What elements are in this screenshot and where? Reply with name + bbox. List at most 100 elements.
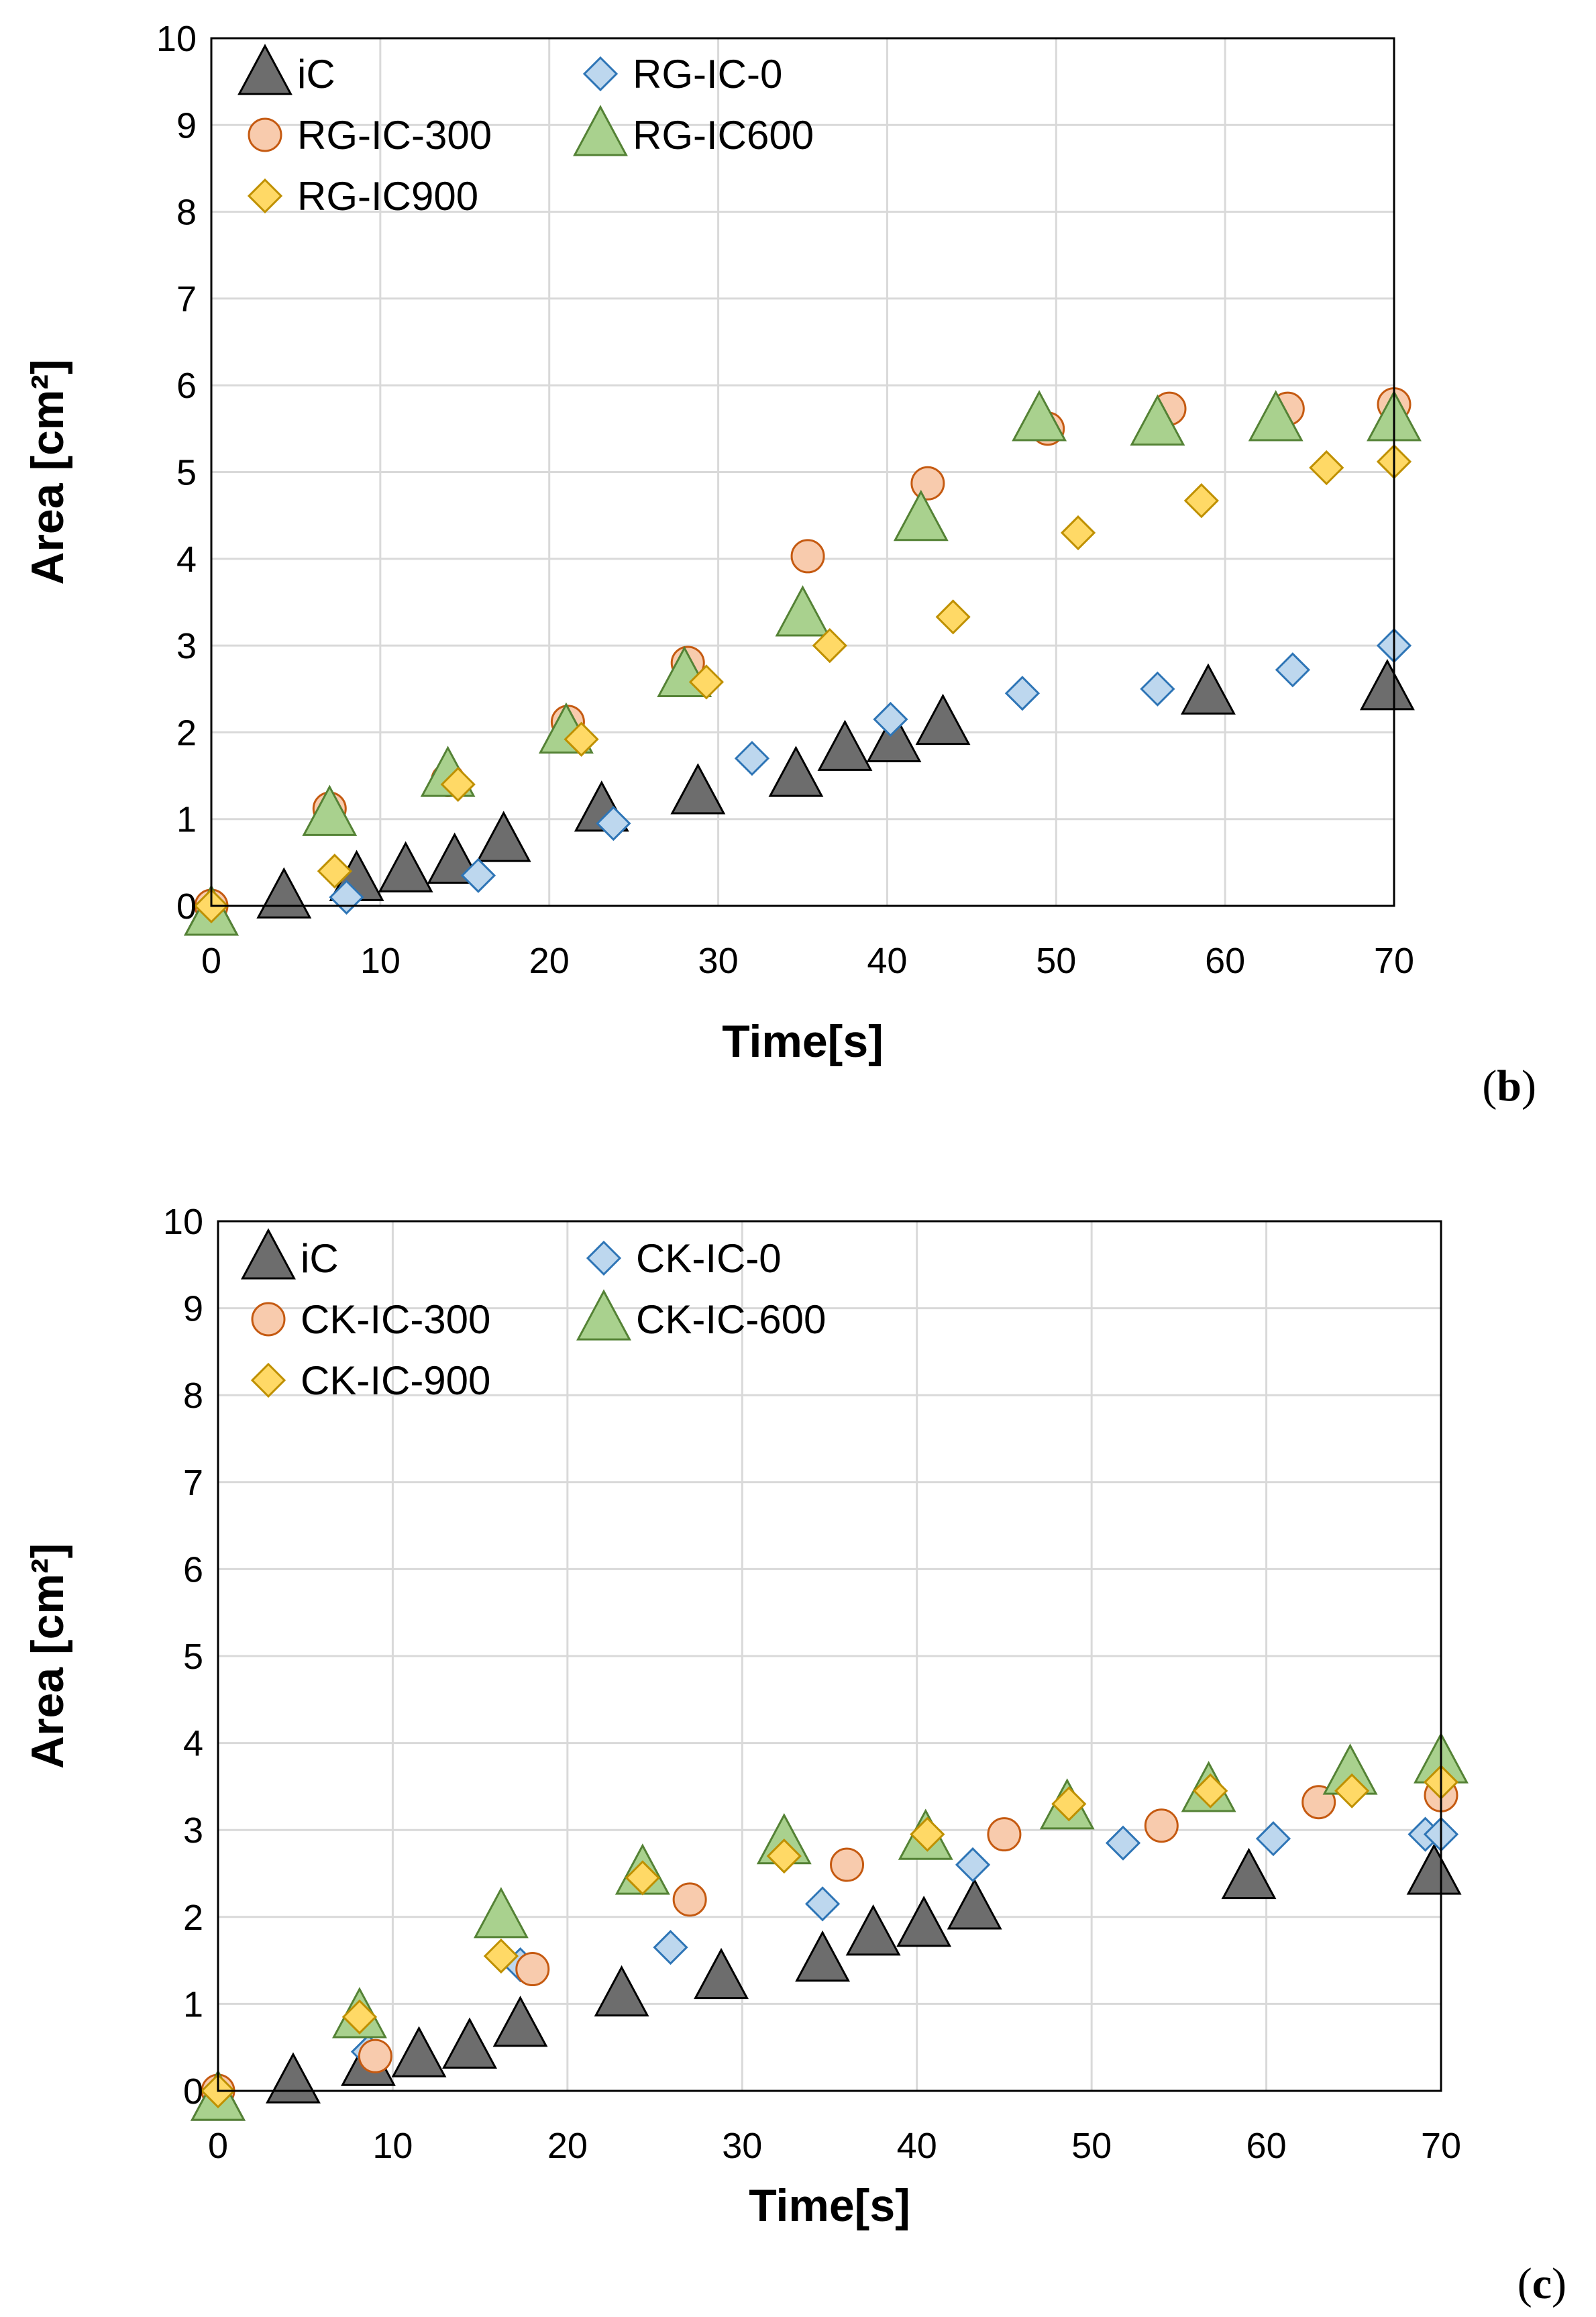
- legend-marker: [251, 1302, 286, 1337]
- chart-panel-c: 0 10 20 30 40 50 60 70 0 1 2 3 4 5 6 7 8 9 10 Time[s] Area…: [22, 1202, 1566, 2308]
- legend-label: CK-IC-600: [636, 1297, 826, 1342]
- x-tick-label: 40: [867, 941, 907, 981]
- data-point: [873, 701, 908, 737]
- x-tick-label: 50: [1036, 941, 1076, 981]
- legend-marker: [241, 1228, 296, 1280]
- data-point: [596, 806, 631, 841]
- data-point: [672, 1882, 707, 1917]
- legend-marker: [586, 1240, 622, 1276]
- x-tick-label: 50: [1071, 2126, 1112, 2166]
- tick-labels: 0 10 20 30 40 50 60 70 0 1 2 3 4 5 6 7 8 9 10: [156, 19, 1414, 981]
- gridlines: [211, 38, 1394, 906]
- data-point: [910, 466, 945, 501]
- legend-marker: [576, 1289, 631, 1341]
- y-tick-label: 5: [183, 1637, 203, 1677]
- data-point: [1105, 1825, 1141, 1861]
- y-axis-title: Area [cm²]: [22, 1543, 73, 1769]
- y-tick-label: 10: [163, 1202, 203, 1242]
- tick-labels: 0 10 20 30 40 50 60 70 0 1 2 3 4 5 6 7 8 9 10: [163, 1202, 1461, 2166]
- data-point: [775, 585, 831, 637]
- data-point: [391, 2026, 447, 2077]
- legend-item: iC: [237, 44, 335, 97]
- legend-item: CK-IC-900: [250, 1358, 490, 1403]
- legend-marker: [582, 56, 619, 92]
- data-point: [1221, 1847, 1277, 1900]
- data-point: [812, 627, 847, 664]
- x-tick-label: 60: [1205, 941, 1245, 981]
- series-rg-ic900: [193, 444, 1412, 924]
- data-point: [910, 1816, 945, 1852]
- y-tick-label: 3: [176, 626, 197, 666]
- data-point: [915, 693, 971, 745]
- legend-marker: [247, 178, 283, 214]
- data-point: [1060, 515, 1096, 551]
- data-point: [766, 1838, 802, 1874]
- y-axis-title: Area [cm²]: [22, 359, 73, 584]
- data-point: [440, 766, 476, 803]
- legend-marker: [250, 1362, 286, 1398]
- legend: iC CK-IC-0 CK-IC-300 CK-IC-600 CK-IC-900: [241, 1228, 826, 1403]
- legend-label: CK-IC-900: [301, 1358, 490, 1403]
- panel-label: (c): [1518, 2259, 1566, 2308]
- data-point: [1406, 1843, 1462, 1895]
- panel-letter: c: [1532, 2259, 1552, 2308]
- y-tick-label: 3: [183, 1810, 203, 1851]
- data-point: [1183, 483, 1220, 519]
- x-tick-label: 30: [698, 941, 739, 981]
- y-tick-label: 1: [176, 800, 197, 840]
- x-tick-label: 40: [897, 2126, 937, 2166]
- y-tick-label: 9: [176, 105, 197, 146]
- legend-marker: [573, 105, 628, 156]
- y-tick-label: 1: [183, 1984, 203, 2024]
- data-point: [341, 1999, 378, 2035]
- data-point: [790, 539, 825, 574]
- y-tick-label: 6: [183, 1549, 203, 1590]
- x-tick-label: 0: [201, 941, 221, 981]
- y-tick-label: 6: [176, 366, 197, 406]
- x-axis-title: Time[s]: [749, 2180, 910, 2231]
- legend-label: iC: [301, 1236, 339, 1281]
- legend-item: RG-IC-300: [248, 113, 492, 158]
- data-point: [896, 1896, 952, 1947]
- data-point: [492, 1996, 548, 2047]
- gridlines: [218, 1221, 1441, 2091]
- data-point: [1275, 652, 1311, 688]
- data-point: [564, 721, 599, 757]
- data-point: [442, 2017, 497, 2069]
- chart-panel-b: 0 10 20 30 40 50 60 70 0 1 2 3 4 5 6 7 8 9 10 Time[s] Area…: [22, 19, 1536, 1111]
- data-point: [734, 741, 770, 776]
- legend-label: RG-IC900: [297, 174, 478, 219]
- legend-label: RG-IC-0: [633, 52, 782, 97]
- data-point: [473, 1887, 529, 1939]
- y-tick-label: 0: [183, 2071, 203, 2112]
- legend-label: RG-IC600: [633, 113, 814, 158]
- data-point: [653, 1930, 688, 1965]
- data-point: [594, 1965, 649, 2017]
- data-point: [1181, 663, 1236, 715]
- data-point: [987, 1817, 1022, 1852]
- legend-label: CK-IC-300: [301, 1297, 490, 1342]
- data-point: [830, 1847, 865, 1882]
- data-point: [1012, 390, 1067, 442]
- legend-item: CK-IC-600: [576, 1289, 826, 1342]
- x-tick-label: 10: [372, 2126, 413, 2166]
- legend-marker: [248, 117, 282, 152]
- legend-item: RG-IC-0: [582, 52, 782, 97]
- data-point: [768, 745, 824, 797]
- y-tick-label: 8: [176, 193, 197, 233]
- x-axis-title: Time[s]: [722, 1016, 884, 1067]
- y-tick-label: 2: [183, 1898, 203, 1938]
- data-point: [460, 858, 496, 893]
- data-point: [1334, 1773, 1370, 1809]
- data-point: [317, 854, 352, 889]
- data-point: [866, 711, 922, 762]
- data-point: [625, 1860, 660, 1896]
- x-tick-label: 30: [722, 2126, 762, 2166]
- plot-frame: [217, 1220, 1442, 2092]
- data-point: [1248, 390, 1304, 442]
- y-tick-label: 5: [176, 453, 197, 493]
- y-tick-label: 7: [176, 279, 197, 319]
- data-point: [483, 1938, 519, 1974]
- data-point: [935, 599, 971, 635]
